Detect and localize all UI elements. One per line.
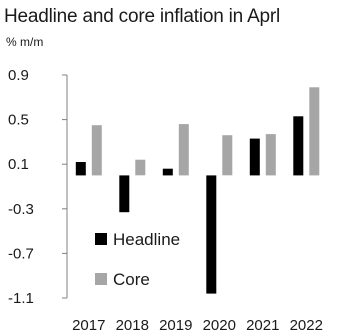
bar-core-2019: [178, 124, 189, 176]
x-tick-label: 2019: [159, 317, 192, 334]
y-tick-label: 0.9: [8, 67, 29, 84]
y-tick-label: -0.7: [8, 245, 34, 262]
legend-label-core: Core: [113, 270, 150, 289]
x-tick-label: 2020: [203, 317, 236, 334]
legend: Headline Core: [95, 230, 180, 289]
y-tick-label: 0.5: [8, 112, 29, 129]
bar-core-2021: [265, 134, 276, 176]
bar-core-2018: [135, 159, 146, 176]
y-tick-label: -0.3: [8, 201, 34, 218]
bar-core-2017: [91, 125, 102, 176]
bar-headline-2017: [75, 162, 86, 176]
x-tick-label: 2017: [72, 317, 105, 334]
bar-core-2022: [309, 87, 320, 176]
bar-headline-2022: [293, 116, 304, 176]
legend-label-headline: Headline: [113, 230, 180, 249]
y-tick-label: -1.1: [8, 290, 34, 307]
bar-headline-2020: [206, 175, 217, 294]
legend-swatch-headline: [95, 233, 107, 245]
bar-headline-2018: [119, 175, 130, 213]
bars-layer: [75, 87, 320, 294]
bar-headline-2021: [249, 138, 260, 176]
chart-title: Headline and core inflation in Aprl: [4, 6, 281, 27]
x-tick-label: 2021: [246, 317, 279, 334]
axes-layer: 0.9 0.5 0.1 -0.3 -0.7 -1.1 2017 2018 2019 2020 202…: [8, 67, 323, 334]
bar-headline-2019: [162, 168, 173, 176]
y-tick-label: 0.1: [8, 156, 29, 173]
x-tick-label: 2018: [116, 317, 149, 334]
legend-swatch-core: [95, 273, 107, 285]
y-axis-unit: % m/m: [6, 35, 44, 49]
x-tick-label: 2022: [290, 317, 323, 334]
bar-core-2020: [222, 135, 233, 176]
